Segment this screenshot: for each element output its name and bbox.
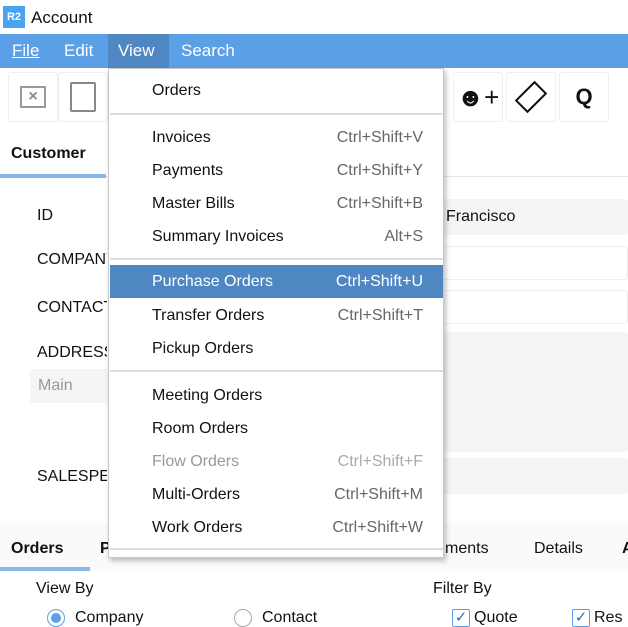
menu-item-pickup-orders[interactable]: Pickup Orders bbox=[152, 340, 254, 357]
menu-bar: File Edit View Search bbox=[0, 34, 628, 68]
ticket-icon bbox=[514, 80, 548, 114]
menu-item-master-bills[interactable]: Master Bills Ctrl+Shift+B bbox=[152, 195, 423, 212]
menu-item-payments[interactable]: Payments Ctrl+Shift+Y bbox=[152, 162, 423, 179]
tab-payments[interactable]: ments bbox=[445, 540, 489, 557]
menu-separator bbox=[110, 113, 443, 115]
window-title: Account bbox=[31, 8, 93, 27]
menu-view[interactable]: View bbox=[108, 34, 169, 68]
view-menu-dropdown: Orders Invoices Ctrl+Shift+V Payments Ctrl… bbox=[108, 68, 444, 558]
add-user-button[interactable]: ☻+ bbox=[453, 72, 503, 122]
label-id: ID bbox=[37, 207, 53, 224]
save-button[interactable] bbox=[58, 72, 108, 122]
menu-item-orders[interactable]: Orders bbox=[152, 82, 201, 99]
tab-p[interactable]: P bbox=[100, 540, 111, 557]
menu-separator bbox=[110, 258, 443, 260]
menu-search[interactable]: Search bbox=[181, 41, 235, 60]
checkbox-res[interactable]: ✓ bbox=[572, 609, 590, 627]
menu-item-invoices[interactable]: Invoices Ctrl+Shift+V bbox=[152, 129, 423, 146]
app-logo: R2 bbox=[3, 6, 25, 28]
menu-separator bbox=[110, 370, 443, 372]
radio-company-label: Company bbox=[75, 609, 144, 626]
checkbox-res-label: Res bbox=[594, 609, 623, 626]
label-contact: CONTACT bbox=[37, 299, 107, 316]
label-company: COMPANY bbox=[37, 251, 107, 268]
menu-item-room-orders[interactable]: Room Orders bbox=[152, 420, 249, 437]
tab-indicator bbox=[0, 174, 106, 178]
company-field[interactable] bbox=[436, 246, 628, 280]
menu-item-purchase-orders[interactable]: Purchase Orders Ctrl+Shift+U bbox=[110, 265, 443, 298]
q-icon: Q bbox=[575, 84, 593, 109]
contact-field[interactable] bbox=[436, 290, 628, 324]
checkbox-quote[interactable]: ✓ bbox=[452, 609, 470, 627]
menu-item-flow-orders: Flow Orders Ctrl+Shift+F bbox=[152, 453, 423, 470]
view-by-label: View By bbox=[36, 580, 94, 597]
tab-orders[interactable]: Orders bbox=[11, 540, 64, 557]
ticket-button[interactable] bbox=[506, 72, 556, 122]
radio-company[interactable] bbox=[47, 609, 65, 627]
query-button[interactable]: Q bbox=[559, 72, 609, 122]
tag-x-icon: × bbox=[20, 86, 46, 108]
add-user-icon: ☻+ bbox=[456, 81, 500, 112]
checkbox-quote-label: Quote bbox=[474, 609, 518, 626]
radio-contact[interactable] bbox=[234, 609, 252, 627]
address-placeholder: Main bbox=[38, 377, 73, 394]
filter-by-label: Filter By bbox=[433, 580, 492, 597]
menu-item-meeting-orders[interactable]: Meeting Orders bbox=[152, 387, 263, 404]
address-area[interactable] bbox=[436, 332, 628, 452]
city-field[interactable]: Francisco bbox=[436, 199, 628, 235]
salesperson-field[interactable] bbox=[436, 458, 628, 494]
tab-a[interactable]: A bbox=[622, 540, 628, 557]
menu-item-transfer-orders[interactable]: Transfer Orders Ctrl+Shift+T bbox=[152, 307, 423, 324]
tab-customer[interactable]: Customer bbox=[11, 145, 86, 162]
menu-file[interactable]: File bbox=[12, 41, 40, 60]
save-icon bbox=[70, 82, 96, 112]
radio-contact-label: Contact bbox=[262, 609, 318, 626]
address-field[interactable]: Main bbox=[30, 369, 110, 403]
title-bar: R2 Account bbox=[0, 0, 628, 34]
menu-item-multi-orders[interactable]: Multi-Orders Ctrl+Shift+M bbox=[152, 486, 423, 503]
label-salesperson: SALESPERSON bbox=[37, 468, 107, 485]
menu-item-summary-invoices[interactable]: Summary Invoices Alt+S bbox=[152, 228, 423, 245]
tab-details[interactable]: Details bbox=[534, 540, 583, 557]
city-value: Francisco bbox=[446, 208, 516, 225]
label-address: ADDRESS bbox=[37, 344, 107, 361]
discard-button[interactable]: × bbox=[8, 72, 58, 122]
tab-indicator bbox=[0, 567, 90, 571]
menu-item-work-orders[interactable]: Work Orders Ctrl+Shift+W bbox=[152, 519, 423, 536]
toolbar: × ☻+ Q bbox=[0, 68, 628, 124]
menu-separator bbox=[110, 548, 443, 550]
menu-edit[interactable]: Edit bbox=[64, 41, 94, 60]
